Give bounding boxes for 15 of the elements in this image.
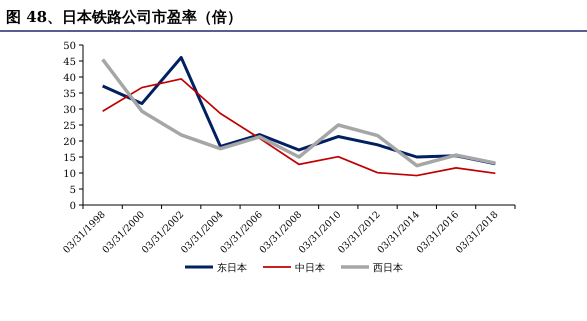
- y-tick-label: 45: [63, 57, 76, 68]
- y-tick-label: 10: [63, 169, 76, 180]
- legend-label: 中日本: [295, 262, 325, 274]
- legend-label: 西日本: [373, 262, 403, 274]
- y-tick-label: 5: [70, 185, 76, 196]
- chart-title: 图 48、日本铁路公司市盈率（倍）: [6, 8, 242, 26]
- y-tick-label: 35: [63, 89, 76, 100]
- y-tick-label: 0: [70, 201, 76, 212]
- y-tick-label: 30: [63, 105, 76, 116]
- y-tick-label: 40: [63, 73, 76, 84]
- y-tick-label: 20: [63, 137, 76, 148]
- y-tick-label: 25: [63, 121, 76, 132]
- y-tick-label: 50: [63, 41, 76, 52]
- legend-label: 东日本: [217, 262, 247, 274]
- y-tick-label: 15: [63, 153, 76, 164]
